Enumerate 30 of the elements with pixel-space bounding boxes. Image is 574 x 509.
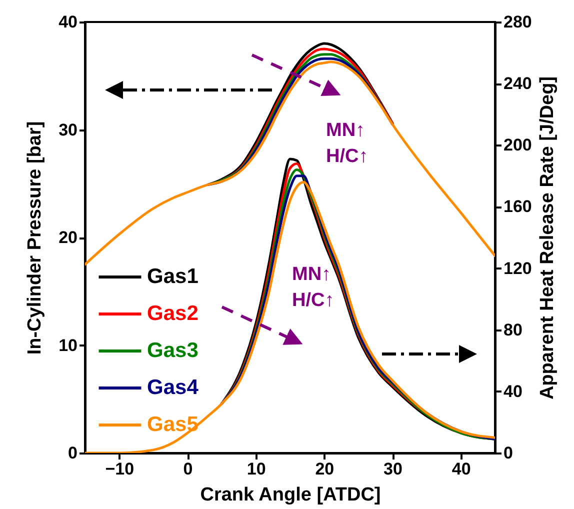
legend-label: Gas2 bbox=[147, 302, 198, 325]
y-tick-label: 0 bbox=[68, 444, 78, 462]
y-tick-label: 10 bbox=[58, 336, 78, 355]
annotation: MN↑ H/C↑ bbox=[292, 263, 334, 313]
y2-tick-label: 80 bbox=[504, 320, 522, 340]
y2-tick-label: 160 bbox=[504, 197, 532, 216]
y2-tick-label: 280 bbox=[504, 12, 532, 32]
x-axis-title: Crank Angle [ATDC] bbox=[200, 484, 381, 506]
y-tick-label: 30 bbox=[58, 120, 78, 140]
x-tick-label: 40 bbox=[452, 460, 471, 478]
legend-label: Gas4 bbox=[147, 376, 199, 399]
y2-tick-label: 40 bbox=[504, 382, 522, 401]
annotation: MN↑ H/C↑ bbox=[326, 119, 368, 169]
y2-tick-label: 200 bbox=[504, 136, 532, 155]
y-axis-title: In-Cylinder Pressure [bar] bbox=[24, 121, 46, 355]
y2-tick-label: 120 bbox=[504, 258, 532, 278]
y2-tick-label: 240 bbox=[504, 74, 532, 94]
x-tick-label: 20 bbox=[315, 460, 334, 478]
line-series bbox=[85, 60, 495, 266]
y2-tick-label: 0 bbox=[504, 444, 513, 462]
y-tick-label: 20 bbox=[58, 228, 78, 247]
x-tick-label: 0 bbox=[183, 460, 193, 478]
x-tick-label: −10 bbox=[105, 460, 134, 478]
legend-label: Gas3 bbox=[147, 339, 198, 362]
legend-label: Gas1 bbox=[147, 265, 199, 288]
x-tick-label: 10 bbox=[246, 460, 266, 478]
y2-axis-title: Apparent Heat Release Rate [J/Deg] bbox=[536, 76, 558, 400]
y-tick-label: 40 bbox=[58, 12, 78, 32]
legend-label: Gas5 bbox=[147, 413, 199, 436]
x-tick-label: 30 bbox=[384, 460, 402, 478]
